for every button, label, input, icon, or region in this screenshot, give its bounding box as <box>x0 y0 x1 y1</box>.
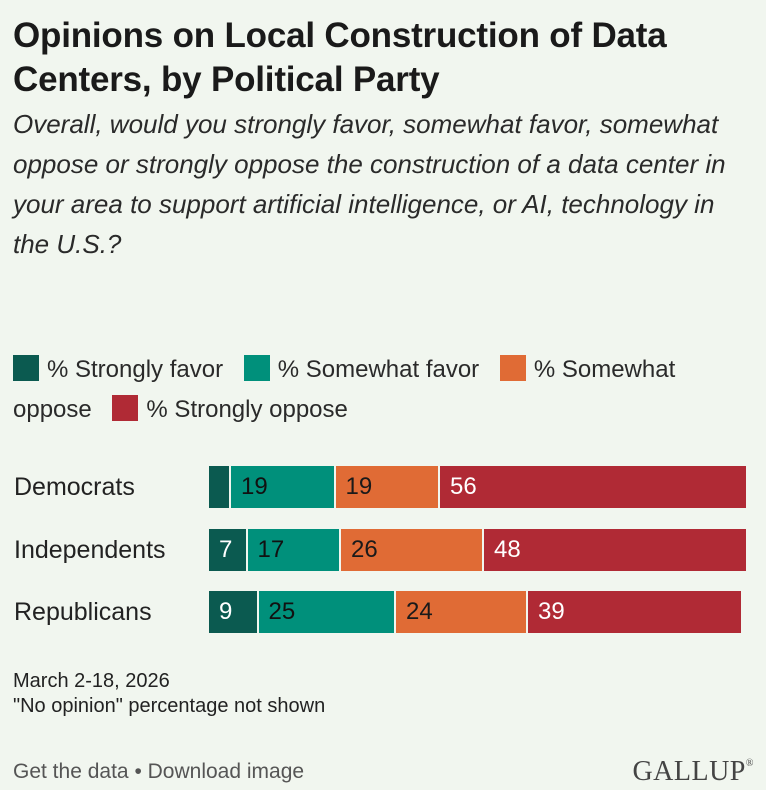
footer-links: Get the data • Download image <box>13 760 304 784</box>
legend-swatch-somewhat-favor <box>243 355 270 381</box>
chart-legend: % Strongly favor % Somewhat favor % Some… <box>13 350 753 430</box>
legend-swatch-somewhat-oppose <box>499 355 526 381</box>
legend-swatch-strongly-favor <box>13 355 39 381</box>
download-image-link[interactable]: Download image <box>147 760 305 783</box>
legend-item-somewhat-oppose: % Somewhat oppose <box>13 355 676 423</box>
no-opinion-note: "No opinion" percentage not shown <box>13 695 326 717</box>
data-label-democrats-strongly-oppose: 56 <box>450 473 477 500</box>
data-label-republicans-somewhat-oppose: 24 <box>406 598 433 625</box>
legend-label-strongly-favor: % Strongly favor <box>47 356 224 383</box>
legend-label-strongly-oppose: % Strongly oppose <box>146 396 348 423</box>
brand-name: GALLUP <box>632 756 746 787</box>
legend-swatch-strongly-oppose <box>112 395 139 421</box>
bar-democrats-strongly-favor <box>209 466 231 508</box>
data-label-republicans-strongly-favor: 9 <box>219 598 233 625</box>
legend-item-strongly-oppose: % Strongly oppose <box>112 395 348 423</box>
data-label-republicans-somewhat-favor: 25 <box>268 598 296 625</box>
bar-independents-strongly-favor: 7 <box>209 529 248 571</box>
stacked-bar-chart: Democrats 19 19 56 Independents 7 17 26 48 Republ… <box>0 466 766 646</box>
data-label-independents-somewhat-oppose: 26 <box>351 536 378 563</box>
survey-dates: March 2-18, 2026 <box>13 670 170 692</box>
data-label-democrats-somewhat-oppose: 19 <box>345 473 373 500</box>
row-label-independents: Independents <box>14 536 166 564</box>
bar-republicans-strongly-oppose: 39 <box>528 591 743 633</box>
bar-independents-strongly-oppose: 48 <box>484 529 748 571</box>
data-label-independents-strongly-favor: 7 <box>219 536 233 563</box>
bar-republicans-somewhat-oppose: 24 <box>396 591 528 633</box>
legend-item-somewhat-favor: % Somewhat favor <box>243 355 480 383</box>
bar-republicans-strongly-favor: 9 <box>209 591 259 633</box>
bar-democrats-somewhat-oppose: 19 <box>335 466 440 508</box>
legend-label-somewhat-oppose: % Somewhat oppose <box>13 356 676 423</box>
bar-democrats-strongly-oppose: 56 <box>440 466 748 508</box>
chart-subtitle: Overall, would you strongly favor, somew… <box>13 109 726 259</box>
gallup-logo: GALLUP® <box>632 756 754 787</box>
row-label-republicans: Republicans <box>14 598 152 626</box>
row-label-democrats: Democrats <box>14 473 135 501</box>
bar-independents-somewhat-favor: 17 <box>247 529 341 571</box>
data-label-independents-strongly-oppose: 48 <box>494 536 521 563</box>
bar-republicans-somewhat-favor: 25 <box>258 591 396 633</box>
data-label-democrats-somewhat-favor: 19 <box>241 473 268 500</box>
footer-separator: • <box>134 760 142 783</box>
bar-independents-somewhat-oppose: 26 <box>341 529 484 571</box>
get-data-link[interactable]: Get the data <box>13 760 129 783</box>
legend-label-somewhat-favor: % Somewhat favor <box>277 356 480 383</box>
chart-title: Opinions on Local Construction of Data C… <box>13 16 667 99</box>
bar-democrats-somewhat-favor: 19 <box>231 466 336 508</box>
data-label-independents-somewhat-favor: 17 <box>257 536 285 563</box>
legend-item-strongly-favor: % Strongly favor <box>13 355 224 383</box>
data-label-republicans-strongly-oppose: 39 <box>538 598 565 625</box>
